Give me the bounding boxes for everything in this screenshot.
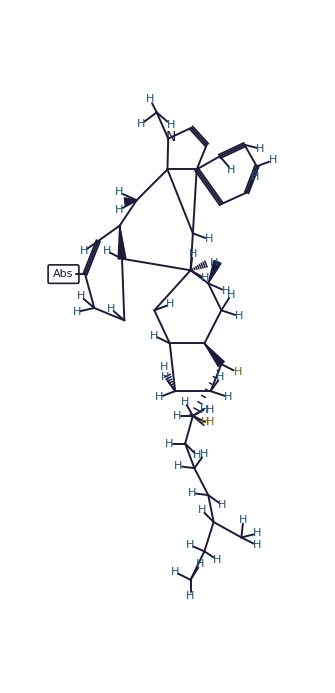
Text: H: H <box>171 567 179 577</box>
Text: H: H <box>253 529 262 538</box>
Text: N: N <box>166 130 177 144</box>
Text: H: H <box>72 307 81 317</box>
Polygon shape <box>124 198 137 206</box>
Text: H: H <box>227 165 236 175</box>
Text: H: H <box>76 291 85 301</box>
Text: H: H <box>188 488 196 498</box>
Text: H: H <box>165 439 173 448</box>
Text: H: H <box>166 299 175 309</box>
Polygon shape <box>118 226 126 259</box>
Text: H: H <box>200 449 208 459</box>
Text: H: H <box>155 392 163 402</box>
Text: H: H <box>174 461 183 471</box>
Text: H: H <box>161 372 170 383</box>
Text: H: H <box>150 331 158 340</box>
Text: H: H <box>198 505 206 515</box>
Text: H: H <box>213 554 221 565</box>
Text: H: H <box>167 120 175 130</box>
Text: H: H <box>103 246 111 256</box>
Text: H: H <box>146 94 154 104</box>
Text: H: H <box>224 392 232 402</box>
FancyBboxPatch shape <box>48 265 79 283</box>
Text: H: H <box>209 258 218 267</box>
Text: H: H <box>206 405 214 414</box>
Text: H: H <box>221 286 230 296</box>
Text: H: H <box>253 541 261 550</box>
Text: H: H <box>136 119 145 130</box>
Text: H: H <box>160 362 169 371</box>
Text: H: H <box>205 234 213 244</box>
Text: Abs: Abs <box>53 269 74 279</box>
Text: H: H <box>188 249 197 259</box>
Text: H: H <box>233 367 242 378</box>
Text: H: H <box>196 559 204 569</box>
Text: H: H <box>115 188 124 198</box>
Text: H: H <box>201 417 209 427</box>
Polygon shape <box>204 344 224 367</box>
Text: H: H <box>199 405 208 414</box>
Text: H: H <box>227 290 235 300</box>
Text: H: H <box>80 246 88 256</box>
Text: H: H <box>235 311 243 321</box>
Text: H: H <box>115 204 124 215</box>
Polygon shape <box>208 261 221 283</box>
Text: H: H <box>251 172 259 182</box>
Text: H: H <box>239 515 248 525</box>
Text: H: H <box>256 143 265 154</box>
Text: H: H <box>186 540 194 550</box>
Text: H: H <box>181 396 189 407</box>
Text: H: H <box>200 273 209 283</box>
Text: H: H <box>216 372 225 383</box>
Text: H: H <box>206 417 214 427</box>
Text: H: H <box>186 591 195 601</box>
Text: H: H <box>173 411 181 421</box>
Text: H: H <box>193 450 201 460</box>
Text: H: H <box>269 155 277 166</box>
Text: H: H <box>218 500 226 510</box>
Text: H: H <box>107 304 115 313</box>
